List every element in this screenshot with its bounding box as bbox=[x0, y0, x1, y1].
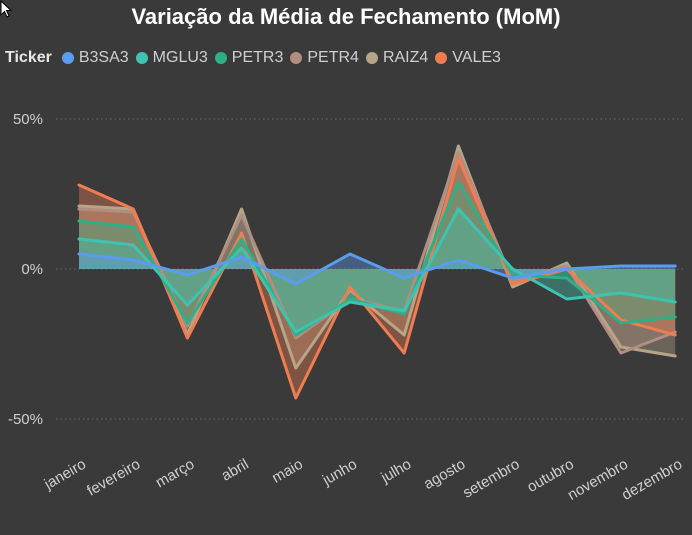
y-tick-label: 50% bbox=[13, 111, 43, 128]
legend-items: B3SA3 MGLU3 PETR3 PETR4 RAIZ4 VALE3 bbox=[61, 49, 508, 67]
x-tick-label: julho bbox=[377, 456, 414, 487]
series-line-b3sa3[interactable] bbox=[77, 252, 677, 286]
legend-item-b3sa3[interactable]: B3SA3 bbox=[61, 49, 129, 67]
x-tick-label: abril bbox=[219, 456, 252, 485]
legend-item-petr4[interactable]: PETR4 bbox=[290, 49, 359, 67]
series-line-vale3[interactable] bbox=[77, 156, 677, 400]
legend-item-mglu3[interactable]: MGLU3 bbox=[135, 49, 208, 67]
legend-swatch bbox=[365, 52, 378, 64]
legend-item-raiz4[interactable]: RAIZ4 bbox=[365, 49, 429, 67]
legend-label: B3SA3 bbox=[78, 49, 129, 66]
x-tick-label: dezembro bbox=[619, 456, 685, 504]
legend-item-vale3[interactable]: VALE3 bbox=[435, 49, 501, 67]
series-layer bbox=[77, 144, 677, 400]
legend-swatch bbox=[135, 52, 148, 64]
legend-swatch bbox=[290, 52, 303, 64]
x-tick-label: junho bbox=[319, 456, 360, 490]
x-tick-label: setembro bbox=[460, 456, 523, 502]
legend-swatch bbox=[214, 52, 227, 64]
legend-title: Ticker bbox=[5, 49, 52, 66]
legend-label: VALE3 bbox=[452, 49, 501, 66]
legend-label: RAIZ4 bbox=[382, 49, 429, 66]
x-tick-label: novembro bbox=[565, 456, 631, 504]
legend: Ticker B3SA3 MGLU3 PETR3 PETR4 RAIZ4 VALE3 bbox=[5, 48, 508, 68]
x-tick-label: março bbox=[153, 456, 198, 492]
legend-label: PETR3 bbox=[231, 49, 284, 66]
legend-label: MGLU3 bbox=[152, 49, 208, 66]
series-area-vale3 bbox=[79, 158, 676, 398]
series-line-petr4[interactable] bbox=[77, 150, 677, 355]
series-area-mglu3 bbox=[79, 209, 676, 332]
legend-label: PETR4 bbox=[307, 49, 359, 66]
series-line-mglu3[interactable] bbox=[77, 207, 677, 334]
x-tick-label: janeiro bbox=[41, 456, 89, 494]
y-tick-label: 0% bbox=[21, 261, 43, 278]
series-line-raiz4[interactable] bbox=[77, 144, 677, 370]
x-tick-label: maio bbox=[269, 456, 306, 487]
mouse-cursor-icon bbox=[0, 0, 13, 18]
series-area-raiz4 bbox=[79, 146, 676, 368]
series-area-petr4 bbox=[79, 152, 676, 353]
y-tick-label: -50% bbox=[8, 411, 43, 428]
legend-swatch bbox=[435, 52, 448, 64]
chart-title: Variação da Média de Fechamento (MoM) bbox=[131, 4, 561, 29]
legend-swatch bbox=[61, 52, 74, 64]
legend-item-petr3[interactable]: PETR3 bbox=[214, 49, 284, 67]
x-tick-label: fevereiro bbox=[84, 456, 143, 500]
